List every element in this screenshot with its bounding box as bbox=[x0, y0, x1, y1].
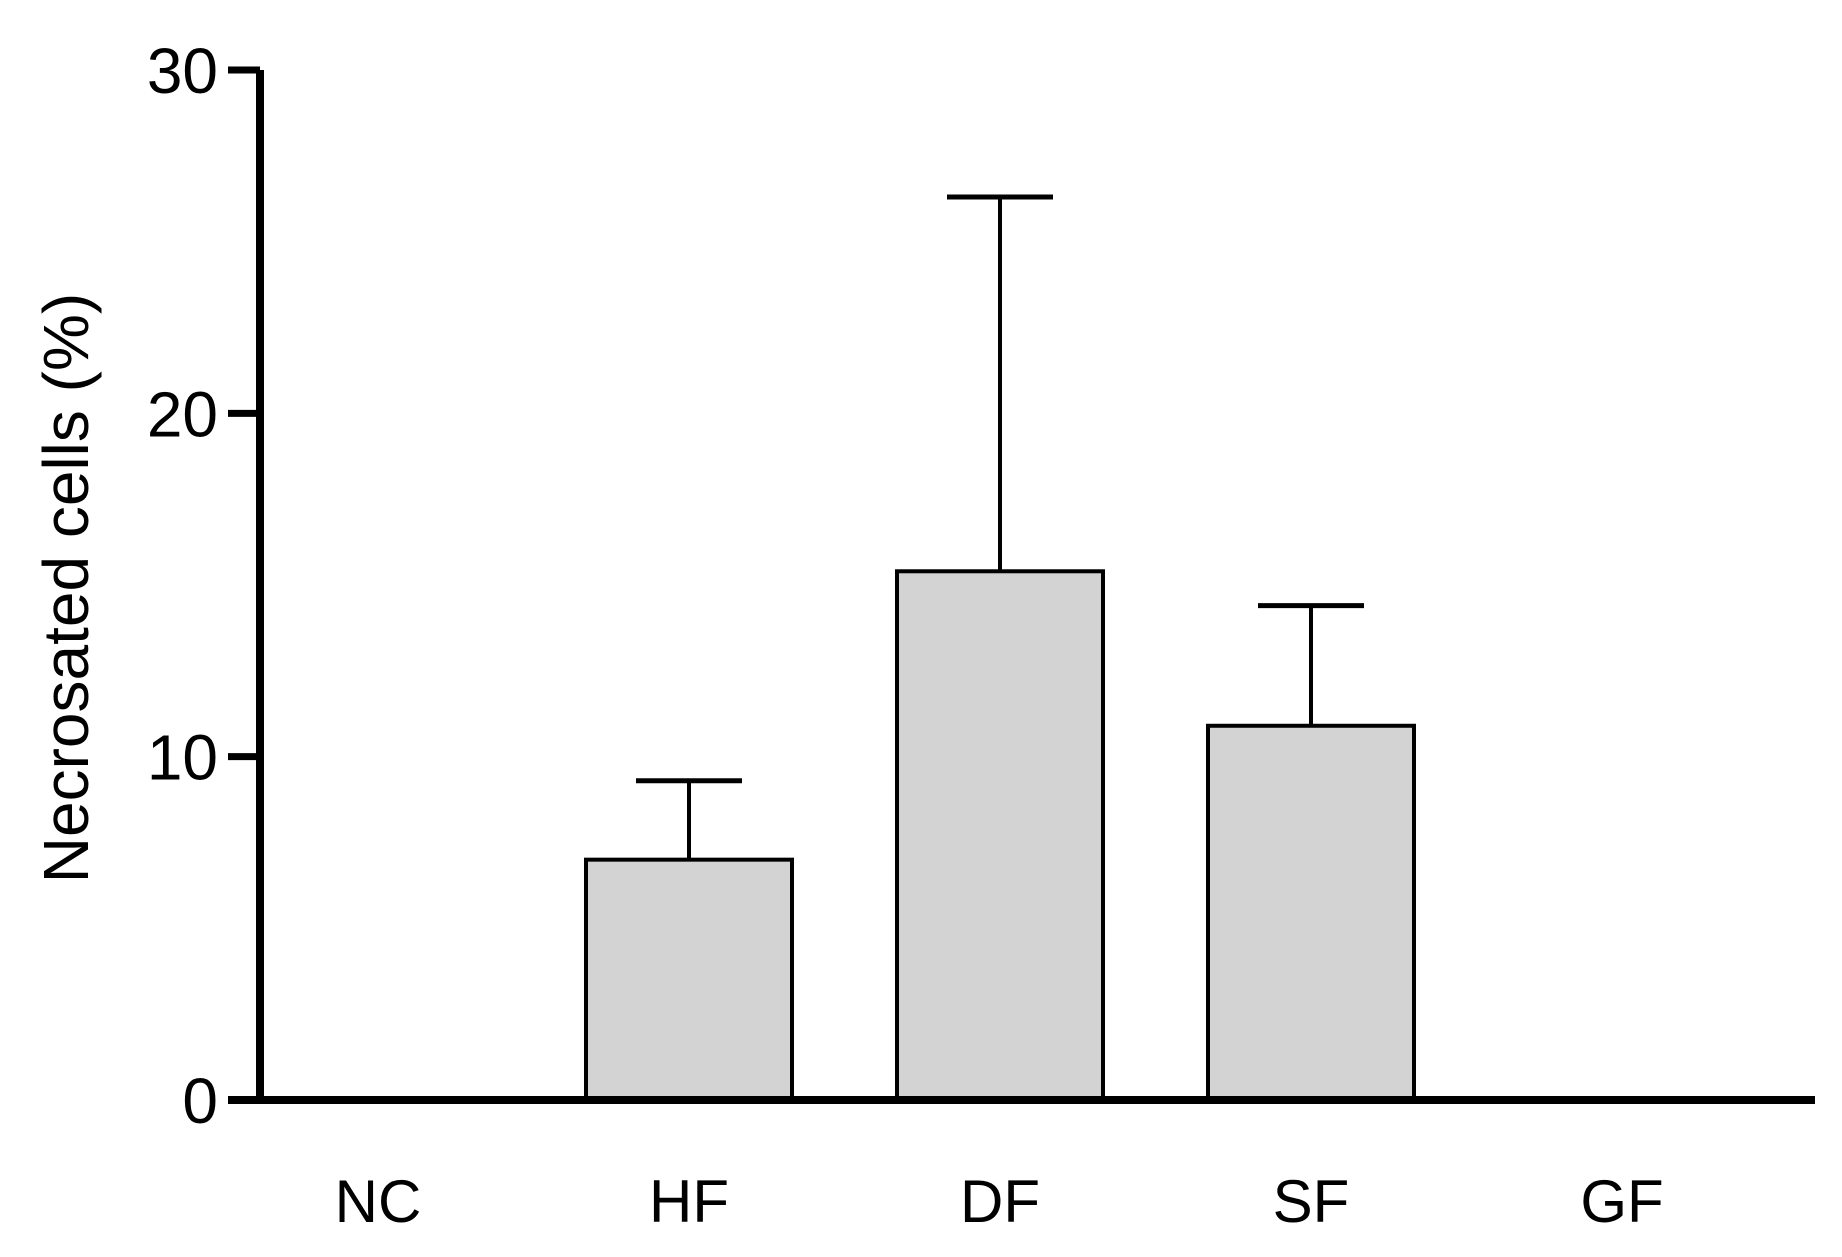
bars-layer bbox=[584, 194, 1416, 1103]
x-tick-label-df: DF bbox=[960, 1168, 1040, 1235]
y-tick-label-10: 10 bbox=[147, 722, 218, 794]
bar-hf bbox=[584, 857, 794, 1103]
y-tick-label-30: 30 bbox=[147, 35, 218, 107]
x-tick-label-hf: HF bbox=[649, 1168, 729, 1235]
error-bar-sf bbox=[1258, 603, 1364, 726]
x-tick-label-nc: NC bbox=[335, 1168, 422, 1235]
labels-layer: NC HF DF SF GF 0 10 20 30 bbox=[147, 35, 1664, 1235]
x-tick-label-sf: SF bbox=[1273, 1168, 1350, 1235]
bar-df bbox=[895, 569, 1105, 1102]
y-tick-label-0: 0 bbox=[182, 1065, 218, 1137]
y-axis-title: Necrosated cells (%) bbox=[30, 293, 102, 883]
y-tick-label-20: 20 bbox=[147, 378, 218, 450]
x-tick-label-gf: GF bbox=[1580, 1168, 1663, 1235]
error-bar-hf bbox=[636, 778, 742, 860]
bar-sf bbox=[1206, 723, 1416, 1102]
axes-layer bbox=[228, 66, 1815, 1104]
error-bar-df bbox=[947, 194, 1053, 572]
